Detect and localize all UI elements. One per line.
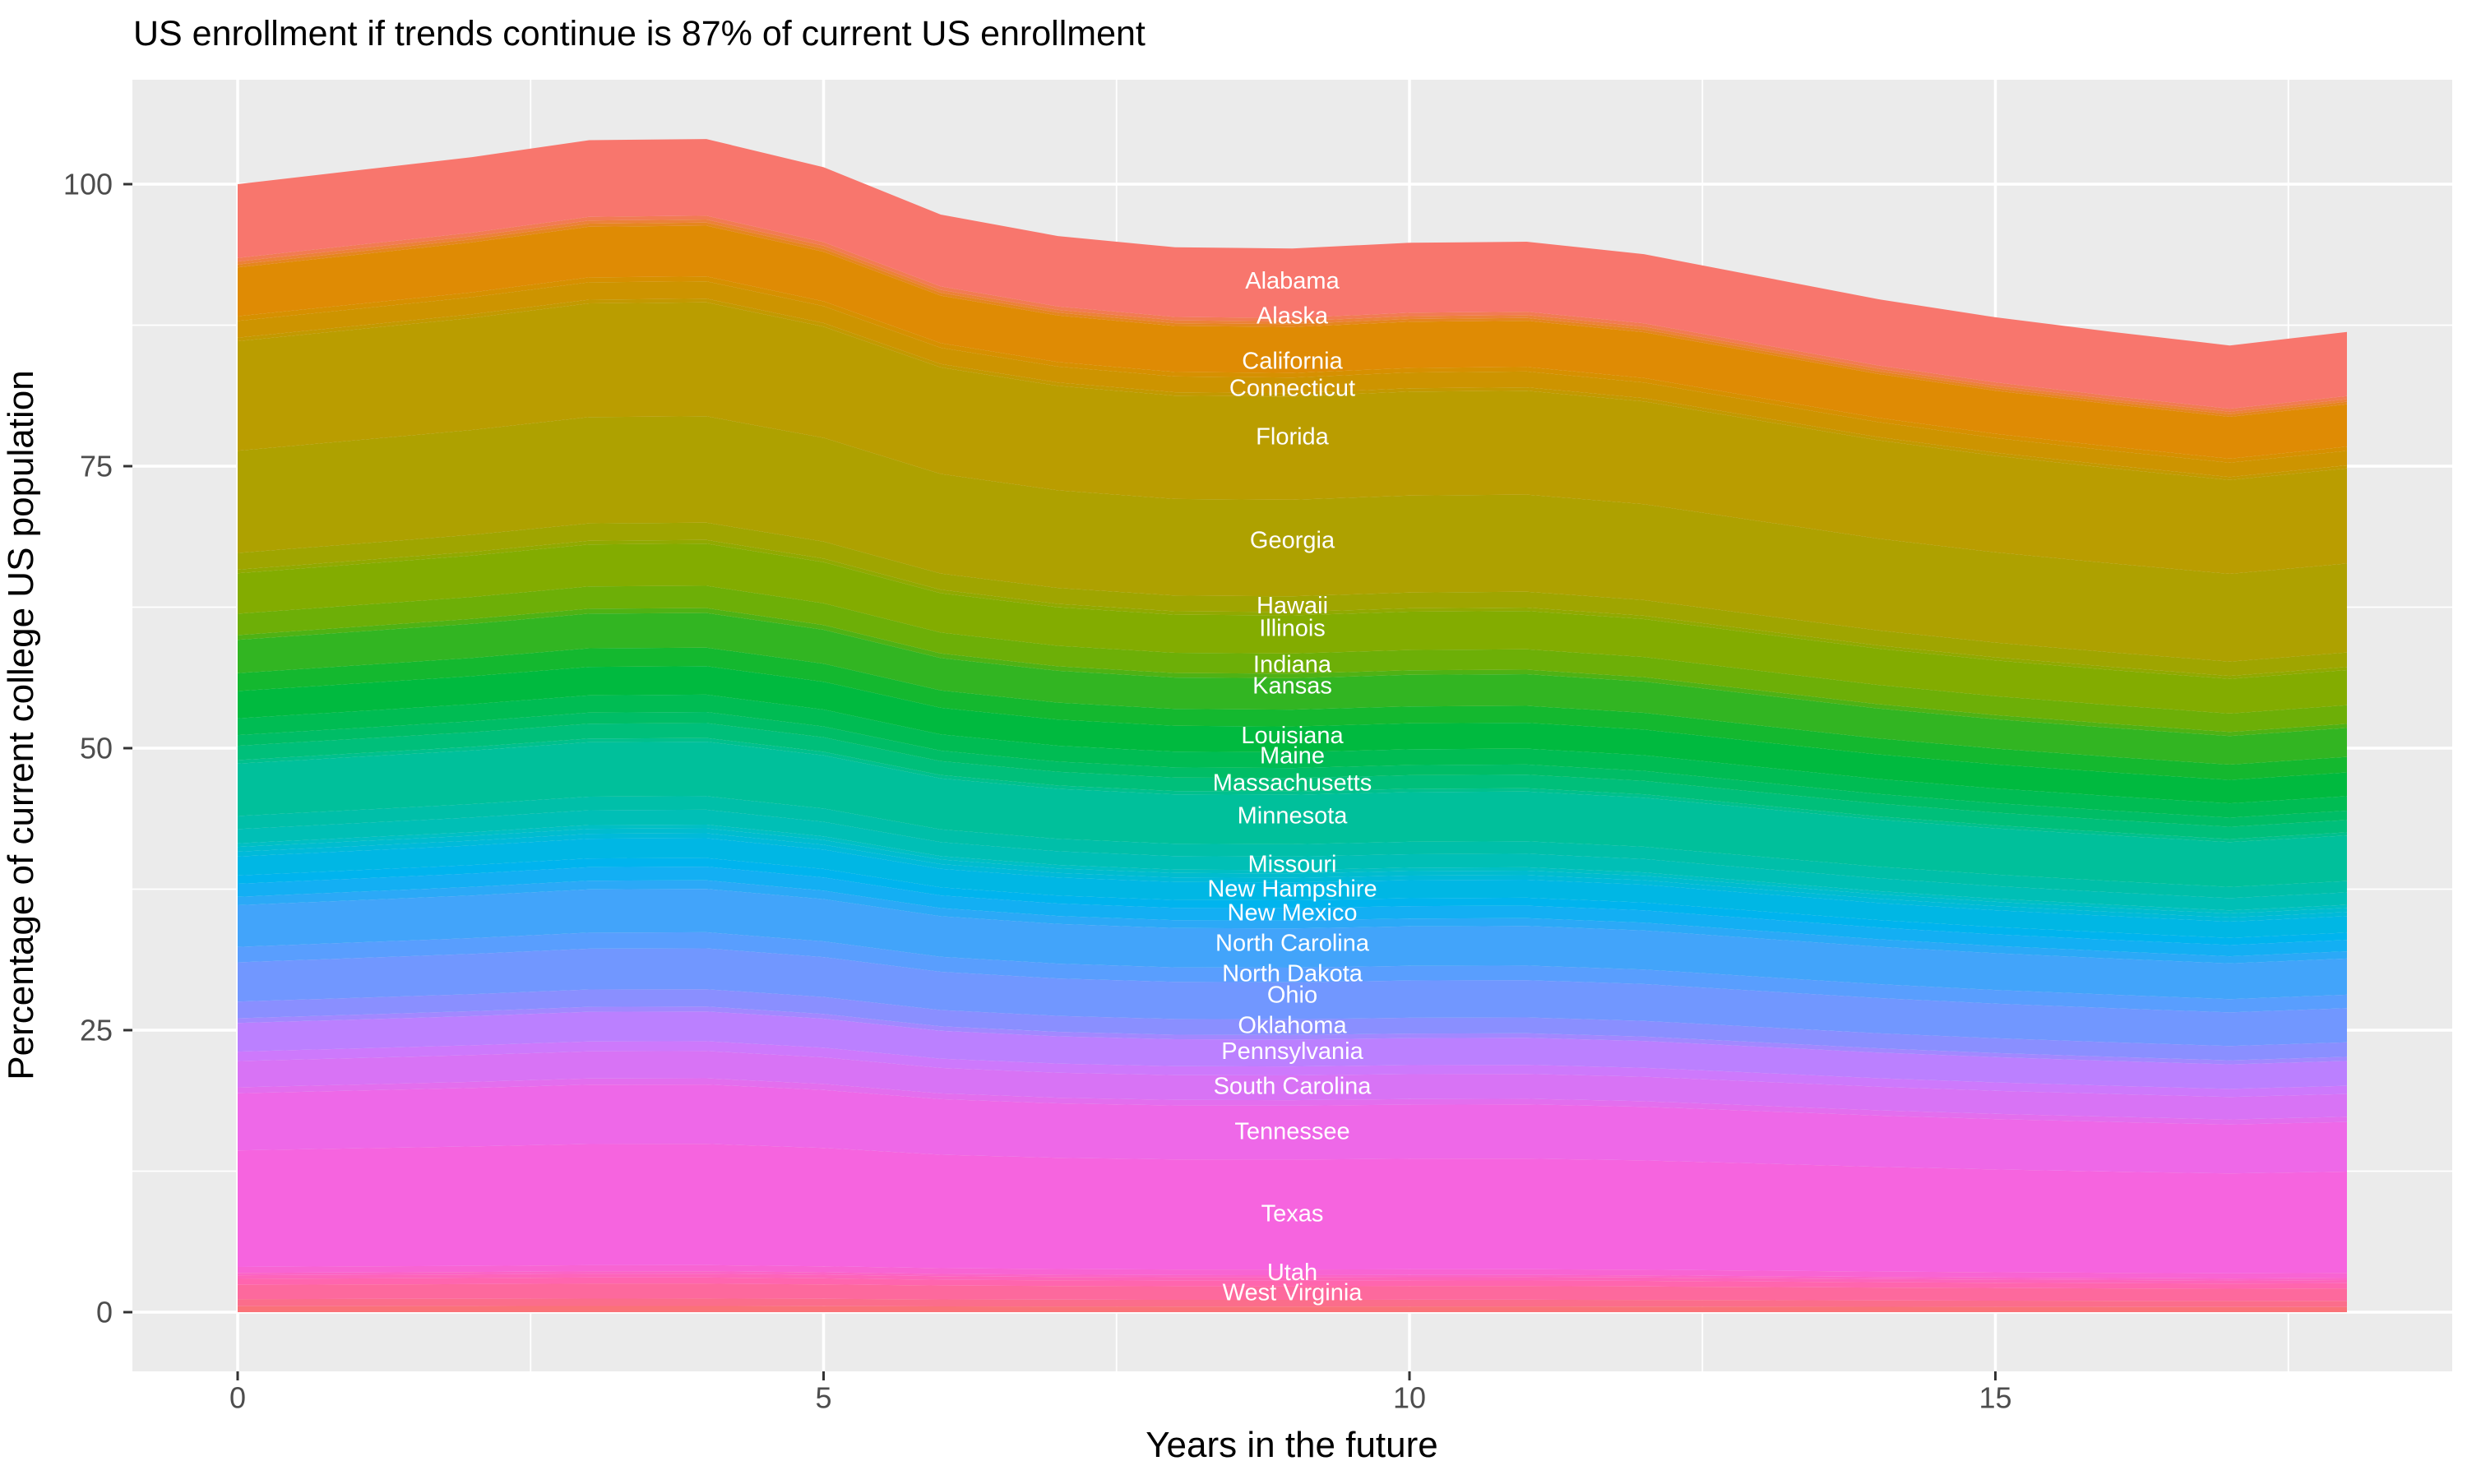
y-tick-label: 75 [80, 450, 113, 483]
area-band-missouri [238, 809, 2347, 911]
area-band-new-mexico [238, 867, 2347, 957]
area-band-colorado [238, 276, 2347, 463]
area-band-south-carolina [238, 1051, 2347, 1120]
area-band-california [238, 225, 2347, 459]
area-band-wisconsin [238, 1298, 2347, 1307]
area-band-new-jersey [238, 858, 2347, 945]
state-label-illinois: Illinois [1259, 616, 1326, 642]
state-label-pennsylvania: Pennsylvania [1221, 1038, 1363, 1065]
state-label-new-hampshire: New Hampshire [1207, 876, 1377, 903]
state-label-minnesota: Minnesota [1238, 802, 1349, 829]
state-label-california: California [1242, 348, 1343, 374]
state-label-georgia: Georgia [1250, 528, 1335, 554]
y-tick-label: 0 [96, 1296, 113, 1329]
area-band-delaware [238, 298, 2347, 480]
area-band-arizona [238, 220, 2347, 414]
x-tick-label: 15 [1979, 1381, 2011, 1415]
area-band-hawaii [238, 522, 2347, 677]
area-band-maryland [238, 712, 2347, 827]
state-label-north-carolina: North Carolina [1215, 930, 1370, 956]
state-label-alabama: Alabama [1245, 268, 1340, 294]
state-label-florida: Florida [1256, 423, 1330, 450]
state-label-new-mexico: New Mexico [1228, 899, 1358, 926]
area-band-maine [238, 694, 2347, 818]
state-label-connecticut: Connecticut [1229, 375, 1355, 401]
state-label-missouri: Missouri [1248, 851, 1337, 877]
area-band-minnesota [238, 742, 2347, 887]
state-label-kansas: Kansas [1252, 673, 1332, 700]
area-band-ohio [238, 948, 2347, 1047]
area-band-texas [238, 1144, 2347, 1274]
chart-title: US enrollment if trends continue is 87% … [133, 14, 1146, 53]
area-band-nebraska [238, 828, 2347, 918]
y-tick-label: 50 [80, 732, 113, 765]
area-band-south-dakota [238, 1078, 2347, 1125]
state-label-tennessee: Tennessee [1234, 1118, 1349, 1144]
area-band-michigan [238, 737, 2347, 843]
x-tick-label: 0 [229, 1381, 246, 1415]
area-band-alaska [238, 215, 2347, 412]
y-tick-label: 100 [63, 168, 113, 201]
state-label-texas: Texas [1261, 1201, 1324, 1227]
area-band-washington [238, 1277, 2347, 1289]
area-band-wyoming [238, 1306, 2347, 1312]
area-band-alabama [238, 139, 2347, 409]
area-band-tennessee [238, 1084, 2347, 1174]
area-band-florida [238, 302, 2347, 574]
area-band-massachusetts [238, 723, 2347, 839]
area-band-georgia [238, 416, 2347, 662]
area-band-kentucky [238, 647, 2347, 780]
state-label-maine: Maine [1260, 743, 1325, 770]
state-label-ohio: Ohio [1267, 982, 1317, 1008]
state-label-indiana: Indiana [1253, 651, 1332, 677]
y-tick-label: 25 [80, 1014, 113, 1047]
y-axis-title: Percentage of current college US populat… [1, 370, 41, 1079]
x-tick-label: 10 [1393, 1381, 1426, 1415]
area-band-north-dakota [238, 932, 2347, 1013]
state-label-hawaii: Hawaii [1257, 593, 1328, 619]
area-band-illinois [238, 543, 2347, 714]
x-axis-title: Years in the future [1146, 1425, 1438, 1465]
state-label-south-carolina: South Carolina [1214, 1074, 1372, 1100]
area-band-montana [238, 825, 2347, 913]
area-band-kansas [238, 613, 2347, 765]
area-band-indiana [238, 585, 2347, 733]
area-band-pennsylvania [238, 1011, 2347, 1089]
state-label-west-virginia: West Virginia [1223, 1280, 1363, 1306]
area-band-virginia [238, 1274, 2347, 1284]
area-band-idaho [238, 539, 2347, 679]
area-band-north-carolina [238, 889, 2347, 1000]
x-tick-label: 5 [815, 1381, 831, 1415]
area-band-arkansas [238, 222, 2347, 417]
area-band-oklahoma [238, 989, 2347, 1061]
area-band-oregon [238, 1006, 2347, 1065]
area-band-utah [238, 1264, 2347, 1279]
area-band-vermont [238, 1271, 2347, 1281]
area-band-iowa [238, 608, 2347, 737]
area-band-louisiana [238, 666, 2347, 804]
state-label-alaska: Alaska [1257, 303, 1329, 330]
area-band-new-york [238, 880, 2347, 964]
area-band-new-hampshire [238, 838, 2347, 938]
area-band-rhode-island [238, 1041, 2347, 1098]
state-label-utah: Utah [1267, 1260, 1317, 1286]
area-band-connecticut [238, 281, 2347, 478]
area-band-west-virginia [238, 1283, 2347, 1301]
state-label-louisiana: Louisiana [1241, 723, 1344, 749]
state-label-north-dakota: North Dakota [1222, 960, 1363, 987]
state-label-oklahoma: Oklahoma [1238, 1013, 1347, 1039]
state-label-massachusetts: Massachusetts [1213, 770, 1372, 797]
area-band-nevada [238, 833, 2347, 922]
area-band-mississippi [238, 796, 2347, 899]
